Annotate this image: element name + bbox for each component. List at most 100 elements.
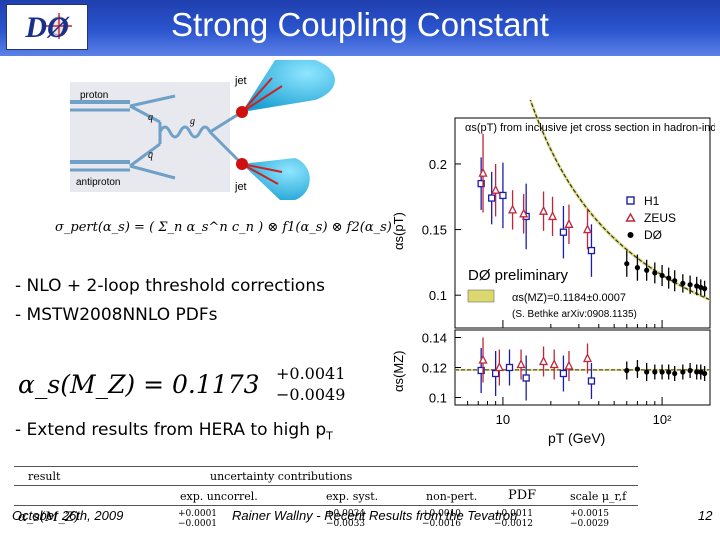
outgoing-quark: [209, 110, 243, 134]
y-tick-label: 0.1: [429, 288, 447, 303]
zeus-point: [564, 218, 574, 228]
d0-point: [659, 272, 665, 279]
gluon-label: g: [190, 116, 195, 127]
table-header-result: result: [28, 470, 61, 483]
top-y-axis-label: αs(pT): [391, 212, 406, 250]
spectator-line: [129, 164, 176, 180]
h1-point: [505, 363, 514, 372]
y-tick-label: 0.2: [429, 157, 447, 172]
table-cell-syst: +0.0034 −0.0033: [326, 509, 365, 529]
h1-point: [488, 194, 496, 202]
antiquark-line: [129, 142, 161, 168]
zeus-point: [549, 359, 559, 369]
bottom-y-ticks: 0.14 0.12 0.1: [422, 331, 461, 406]
legend: H1 ZEUS DØ: [625, 194, 676, 242]
alpha-s-chart: 0.2 0.15 0.1 αs(pT) from inclusive jet cro…: [391, 100, 715, 446]
legend-marker-h1: [626, 196, 635, 205]
table-cell-scale: +0.0015 −0.0029: [570, 509, 609, 529]
footer-author: Rainer Wallny - Recent Results from the …: [232, 508, 518, 523]
bullet-pdfs: - MSTW2008NNLO PDFs: [15, 305, 218, 325]
table-header-uncertainty: uncertainty contributions: [210, 470, 353, 483]
logo-graphic: [46, 13, 72, 39]
zeus-point: [519, 208, 529, 218]
d0-point: [634, 265, 641, 271]
quark-label: q: [148, 112, 153, 123]
zeus-point: [547, 210, 558, 221]
table-header-scale: scale μ_r,f: [570, 490, 627, 503]
bottom-panel-frame: [454, 329, 711, 406]
y-tick-label: 0.12: [422, 361, 447, 376]
x-ticks: 10 10²: [454, 320, 711, 427]
outgoing-quark: [208, 130, 244, 166]
d0-point: [694, 369, 700, 375]
table-header-uncorrel: exp. uncorrel.: [180, 490, 258, 503]
jet-label-bottom: jet: [234, 181, 247, 193]
table-rule: [14, 466, 638, 467]
zeus-point: [516, 359, 526, 369]
top-y-ticks: 0.2 0.15 0.1: [422, 157, 461, 303]
d0-point: [652, 369, 658, 375]
band-legend-swatch: [467, 289, 495, 303]
band-label: αs(MZ)=0.1184±0.0007: [512, 292, 626, 304]
bullet-nlo: - NLO + 2-loop threshold corrections: [15, 276, 325, 296]
d0-point: [634, 366, 641, 372]
slide-title: Strong Coupling Constant: [171, 6, 549, 43]
jet-track: [241, 77, 273, 113]
table-header-nonpert: non-pert.: [426, 490, 478, 503]
bullet-hera-text: - Extend results from HERA to high p: [15, 420, 327, 440]
d0-logo: DØ: [6, 4, 88, 50]
h1-point: [477, 366, 485, 375]
zeus-point: [478, 354, 488, 364]
y-tick-label: 0.1: [429, 391, 447, 406]
table-cell-uncorrel: +0.0001 −0.0001: [178, 509, 217, 529]
table-header-syst: exp. syst.: [326, 490, 379, 503]
table-cell-up: +0.0011: [494, 509, 534, 519]
table-cell-down: −0.0033: [326, 519, 366, 529]
bottom-series-group: [477, 337, 708, 401]
zeus-point: [491, 184, 501, 194]
h1-point: [587, 377, 596, 385]
table-cell-pdf: +0.0011 −0.0012: [494, 509, 533, 529]
jet-track: [241, 163, 279, 185]
h1-point: [559, 228, 568, 236]
feynman-diagram: jet jet proton antiproton q q̄ g: [70, 60, 335, 200]
zeus-point: [582, 224, 593, 234]
footer-date: October 26th, 2009: [12, 508, 124, 523]
top-panel-frame: [454, 117, 711, 329]
bottom-y-axis-label: αs(MZ): [391, 351, 406, 392]
table-cell-up: +0.0034: [326, 509, 366, 519]
h1-point: [499, 191, 507, 200]
legend-marker-d0: [627, 232, 634, 238]
bullet-hera: - Extend results from HERA to high pT: [15, 420, 333, 442]
jet-track: [241, 85, 283, 113]
footer-page-number: 12: [698, 508, 713, 523]
d0-point: [666, 369, 672, 375]
top-series-group: [477, 133, 708, 297]
table-rule: [14, 485, 638, 486]
zeus-point: [508, 204, 518, 214]
d0-point: [624, 367, 630, 374]
zeus-point: [582, 353, 593, 363]
legend-h1: H1: [644, 194, 660, 208]
h1-point: [559, 369, 568, 378]
d0-point: [624, 261, 630, 267]
y-tick-label: 0.14: [422, 331, 447, 346]
table-cell-down: −0.0029: [570, 519, 610, 529]
x-axis-label: pT (GeV): [548, 430, 605, 446]
zeus-point: [494, 362, 504, 372]
table-rule: [14, 505, 638, 506]
jet-vertex-bottom: [236, 158, 248, 170]
d0-point: [680, 369, 686, 375]
d0-point: [702, 370, 708, 377]
d0-point: [644, 369, 650, 375]
d0-point: [687, 282, 693, 288]
legend-zeus: ZEUS: [644, 211, 676, 225]
logo-text: DØ: [25, 11, 69, 44]
gluon-line: [158, 125, 212, 139]
jet-track: [241, 163, 283, 173]
y-tick-label: 0.15: [422, 223, 447, 238]
h1-point: [477, 179, 485, 188]
table-cell-down: −0.0016: [422, 519, 462, 529]
proton-label: proton: [80, 90, 108, 101]
d0-point: [652, 270, 658, 276]
